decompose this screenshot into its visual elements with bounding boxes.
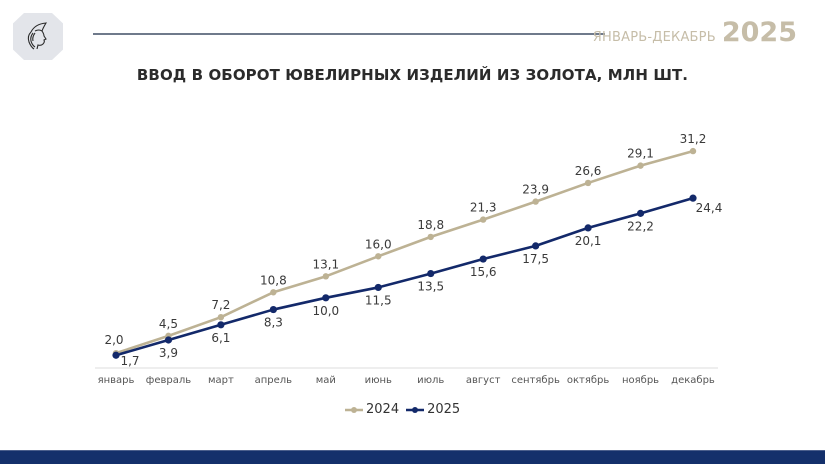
legend-item-2024: 2024 xyxy=(344,402,399,417)
period-range: ЯНВАРЬ-ДЕКАБРЬ xyxy=(592,30,716,45)
footer-bar xyxy=(0,450,825,464)
data-label-2024: 23,9 xyxy=(522,183,549,197)
x-tick-label: август xyxy=(466,375,501,386)
data-label-2025: 17,5 xyxy=(522,252,549,266)
chart-series: 2,0 4,5 7,2 10,8 13,1 16,0 18,8 21,3 23,9 26,6 29,… xyxy=(104,132,722,368)
x-tick-label: октябрь xyxy=(567,375,610,386)
data-point-2024 xyxy=(375,253,382,260)
x-tick-label: июнь xyxy=(365,375,392,386)
data-point-2025 xyxy=(479,255,487,263)
x-tick-label: сентябрь xyxy=(511,375,560,386)
data-label-2025: 1,7 xyxy=(120,354,139,368)
company-logo xyxy=(13,13,63,60)
data-label-2024: 2,0 xyxy=(104,333,123,347)
x-tick-label: июль xyxy=(417,375,444,386)
period-year: 2025 xyxy=(721,17,797,48)
data-point-2025 xyxy=(689,194,697,202)
data-point-2024 xyxy=(637,162,644,169)
data-label-2025: 24,4 xyxy=(696,201,723,215)
hermes-head-logo-icon xyxy=(27,21,48,49)
data-point-2024 xyxy=(427,233,434,241)
x-axis-ticks: январь февраль март апрель май июнь июль август… xyxy=(98,375,715,386)
x-tick-label: март xyxy=(208,375,234,386)
data-point-2025 xyxy=(269,305,277,314)
data-label-2025: 20,1 xyxy=(575,234,602,248)
legend-label-2025: 2025 xyxy=(427,402,461,417)
data-label-2025: 10,0 xyxy=(312,304,339,318)
data-label-2025: 6,1 xyxy=(211,331,230,345)
data-point-2024 xyxy=(217,313,225,321)
data-point-2024 xyxy=(584,179,592,187)
x-tick-label: декабрь xyxy=(671,375,715,386)
data-label-2024: 4,5 xyxy=(159,317,178,331)
data-label-2025: 11,5 xyxy=(365,293,392,307)
data-point-2025 xyxy=(636,209,645,217)
data-label-2025: 15,6 xyxy=(470,265,497,279)
data-label-2024: 13,1 xyxy=(312,257,339,271)
chart-title: ВВОД В ОБОРОТ ЮВЕЛИРНЫХ ИЗДЕЛИЙ ИЗ ЗОЛОТ… xyxy=(136,66,689,84)
data-label-2024: 29,1 xyxy=(627,147,654,161)
x-tick-label: апрель xyxy=(255,375,293,386)
x-tick-label: май xyxy=(316,375,336,386)
data-label-2024: 16,0 xyxy=(365,237,392,251)
legend-label-2024: 2024 xyxy=(366,402,400,417)
x-tick-label: январь xyxy=(98,375,135,386)
data-point-2024 xyxy=(479,216,487,223)
data-point-2025 xyxy=(532,242,540,250)
data-point-2025 xyxy=(112,351,120,359)
x-tick-label: февраль xyxy=(146,375,191,386)
data-label-2025: 22,2 xyxy=(627,219,654,233)
header-divider xyxy=(93,33,605,35)
x-tick-label: ноябрь xyxy=(622,375,659,386)
chart-legend: 2024 2025 xyxy=(344,402,460,417)
data-point-2024 xyxy=(532,198,539,205)
legend-item-2025: 2025 xyxy=(405,402,460,417)
data-label-2024: 10,8 xyxy=(260,273,287,287)
data-label-2024: 26,6 xyxy=(575,164,602,178)
data-label-2025: 13,5 xyxy=(417,280,444,294)
data-point-2025 xyxy=(217,321,225,329)
data-label-2024: 18,8 xyxy=(417,218,444,232)
series-line-2025 xyxy=(115,196,694,357)
legend-line-marker-icon xyxy=(406,406,425,413)
series-line-2024 xyxy=(115,149,694,355)
data-label-2024: 7,2 xyxy=(211,298,230,312)
data-point-2024 xyxy=(270,289,277,296)
data-point-2025 xyxy=(164,336,173,344)
data-label-2025: 8,3 xyxy=(264,316,283,330)
data-label-2025: 3,9 xyxy=(159,346,178,360)
data-point-2025 xyxy=(584,224,592,232)
data-label-2024: 21,3 xyxy=(470,201,497,215)
data-point-2024 xyxy=(689,147,697,155)
data-point-2024 xyxy=(322,273,330,280)
legend-line-marker-icon xyxy=(345,406,363,413)
data-point-2025 xyxy=(427,269,435,278)
data-label-2024: 31,2 xyxy=(680,132,707,146)
period-label: ЯНВАРЬ-ДЕКАБРЬ 2025 xyxy=(593,17,797,48)
data-point-2025 xyxy=(374,283,382,292)
data-point-2025 xyxy=(322,294,330,302)
